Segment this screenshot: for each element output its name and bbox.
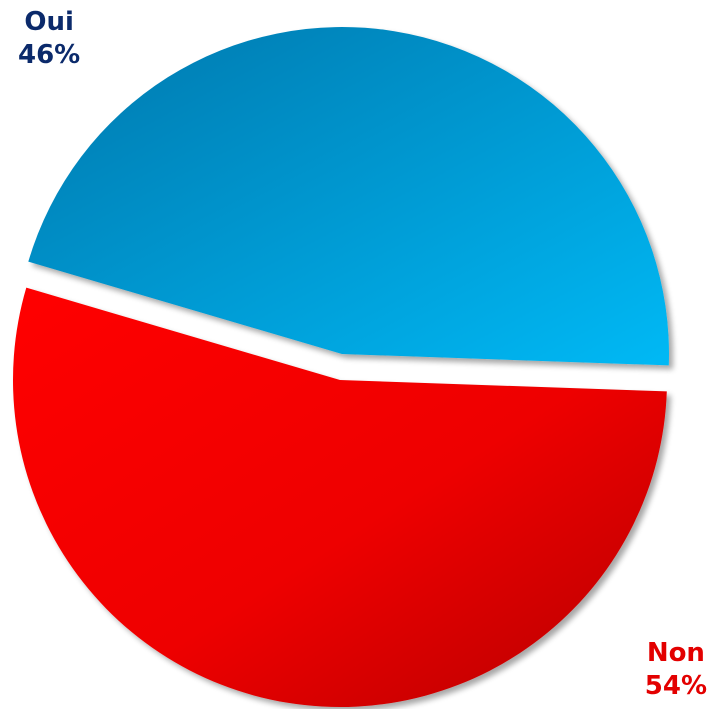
slice-label-non: Non 54%: [645, 637, 707, 703]
slice-value-non: 54%: [644, 671, 707, 701]
slice-value-oui: 46%: [18, 40, 81, 70]
slice-name-non: Non: [646, 638, 705, 668]
slice-name-oui: Oui: [24, 7, 74, 37]
pie-slice-non: [13, 287, 667, 707]
slice-label-oui: Oui 46%: [18, 6, 80, 72]
pie-slice-oui: [28, 27, 669, 366]
